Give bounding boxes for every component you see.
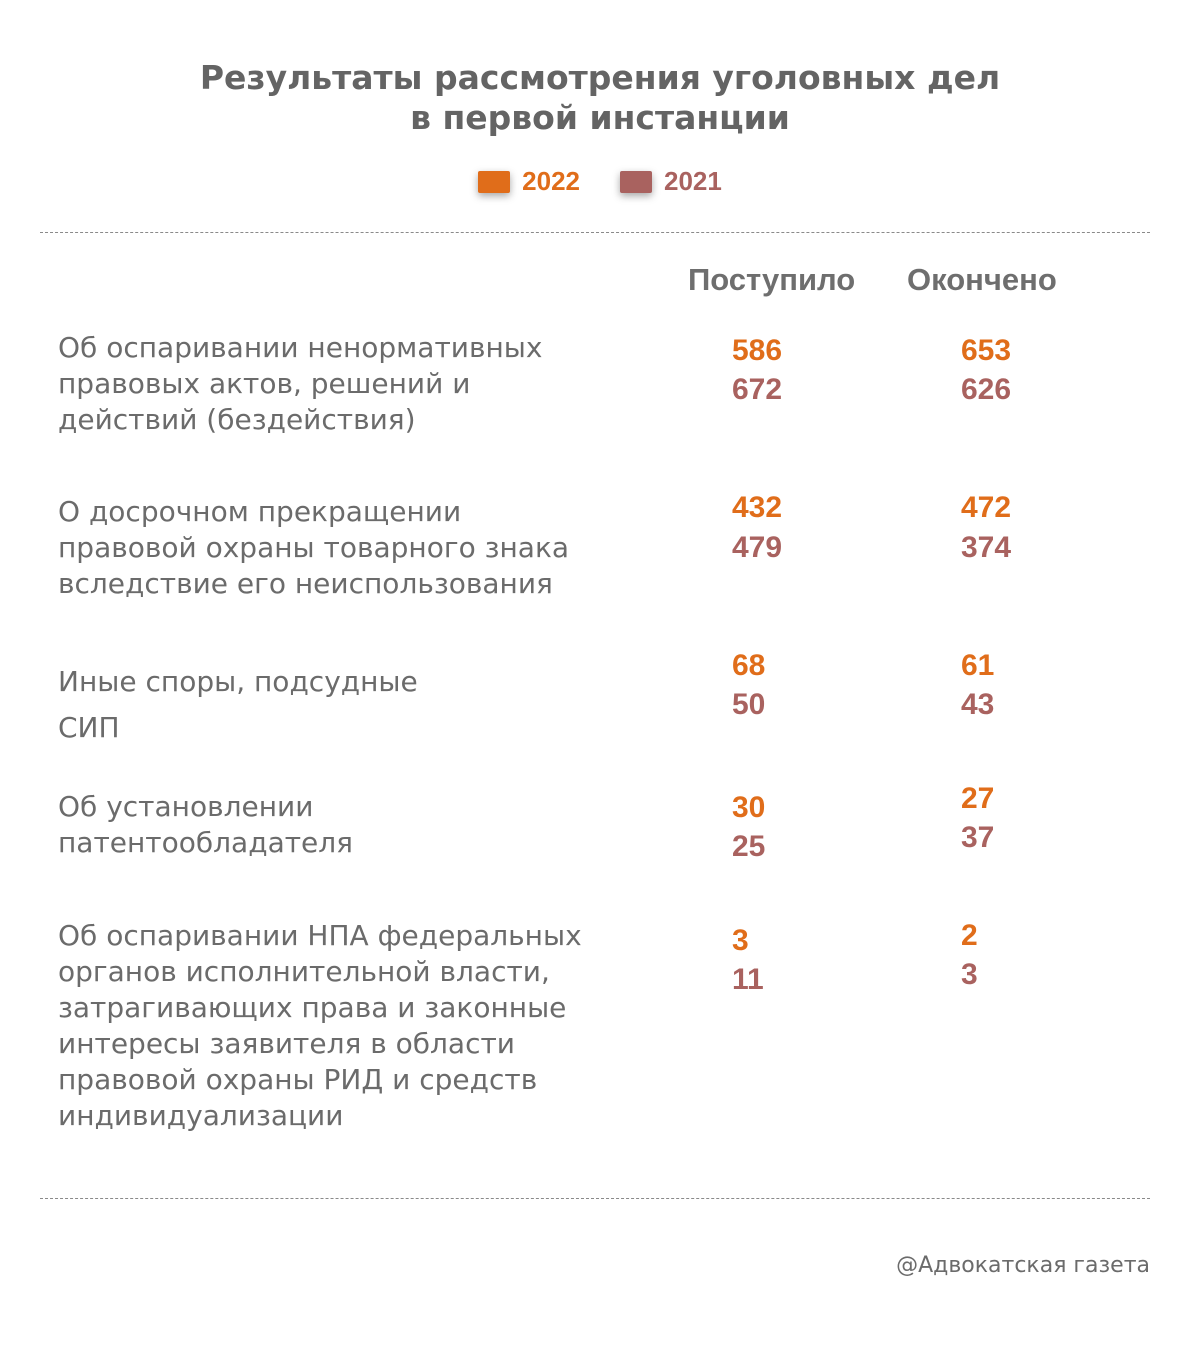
row-label: Иные споры, подсудные СИП [58,659,648,751]
row-label: Об оспаривании НПА федеральных органов и… [58,918,648,1134]
legend-swatch-2021 [620,170,652,193]
row-label-line: правовой охраны РИД и средств [58,1063,538,1096]
legend-item-2021: 2021 [620,166,722,197]
row-label-line: патентообладателя [58,826,353,859]
legend-label-2021: 2021 [664,166,722,196]
legend-swatch-2022 [478,170,511,193]
value-received-2022: 30 [732,791,766,824]
row-label-line: интересы заявителя в области [58,1027,515,1060]
value-received-2021: 50 [732,688,766,721]
value-received-2022: 68 [732,649,766,682]
legend-item-2022: 2022 [478,166,580,197]
row-label: О досрочном прекращении правовой охраны … [58,494,648,602]
column-header-completed: Окончено [907,262,1057,297]
value-received-2021: 479 [732,531,783,564]
row-label-line: затрагивающих права и законные [58,991,567,1024]
legend-label-2022: 2022 [522,166,580,196]
value-received-2022: 432 [732,491,783,524]
top-divider [40,232,1150,233]
row-label: Об установлении патентообладателя [58,789,648,861]
value-received-2021: 672 [732,373,783,406]
value-completed-2021: 626 [961,373,1012,406]
value-completed-2022: 61 [961,649,995,682]
value-completed-2021: 43 [961,688,995,721]
value-completed-2021: 37 [961,821,995,854]
row-label-line: Об оспаривании ненормативных [58,331,543,364]
chart-title-line-2: в первой инстанции [410,98,790,137]
row-label-line: действий (бездействия) [58,403,416,436]
row-label-line: правовой охраны товарного знака [58,531,570,564]
value-completed-2021: 3 [961,958,978,991]
source-credit: @Адвокатская газета [896,1253,1150,1278]
value-received-2021: 11 [732,963,764,996]
row-label-line: вследствие его неиспользования [58,567,553,600]
bottom-divider [40,1198,1150,1199]
value-received-2022: 586 [732,334,783,367]
value-completed-2022: 27 [961,782,995,815]
row-label-line: Об установлении [58,790,314,823]
value-completed-2021: 374 [961,531,1012,564]
row-label-line: правовых актов, решений и [58,367,471,400]
column-header-received: Поступило [688,262,856,297]
value-received-2021: 25 [732,830,766,863]
legend: 2022 2021 [0,166,1200,197]
row-label: Об оспаривании ненормативных правовых ак… [58,330,648,438]
row-label-line: органов исполнительной власти, [58,955,550,988]
row-label-line: Иные споры, подсудные [58,665,418,698]
value-received-2022: 3 [732,924,749,957]
row-label-line: Об оспаривании НПА федеральных [58,919,582,952]
row-label-line: О досрочном прекращении [58,495,462,528]
value-completed-2022: 2 [961,919,978,952]
chart-title: Результаты рассмотрения уголовных дел в … [0,58,1200,138]
value-completed-2022: 472 [961,491,1012,524]
value-completed-2022: 653 [961,334,1012,367]
row-label-line: СИП [58,711,120,744]
chart-title-line-1: Результаты рассмотрения уголовных дел [199,58,1001,97]
row-label-line: индивидуализации [58,1099,344,1132]
